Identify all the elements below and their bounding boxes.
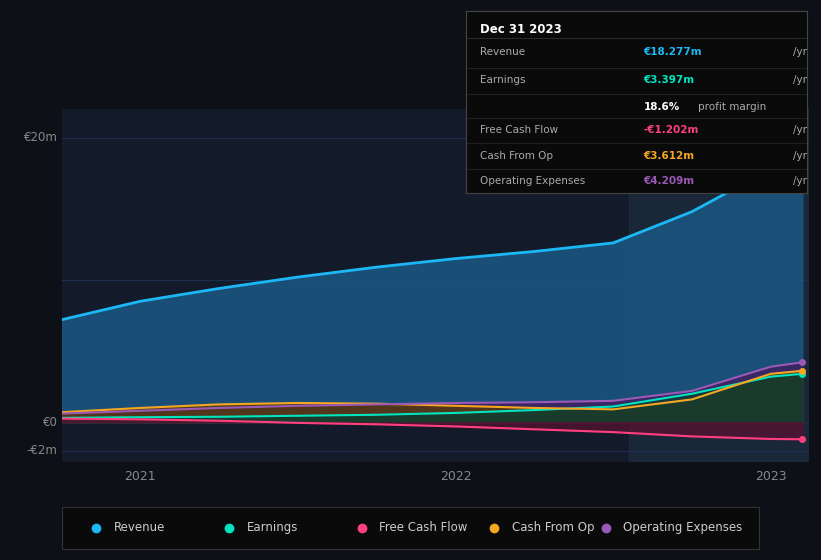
Text: €0: €0 xyxy=(43,416,57,428)
Text: Revenue: Revenue xyxy=(480,47,525,57)
Text: €3.397m: €3.397m xyxy=(644,76,695,85)
Text: /yr: /yr xyxy=(793,125,807,136)
Text: -€1.202m: -€1.202m xyxy=(644,125,699,136)
Text: Free Cash Flow: Free Cash Flow xyxy=(379,521,467,534)
Text: €20m: €20m xyxy=(24,131,57,144)
Text: Earnings: Earnings xyxy=(480,76,525,85)
Text: 18.6%: 18.6% xyxy=(644,102,680,112)
Text: /yr: /yr xyxy=(793,176,807,186)
Text: /yr: /yr xyxy=(793,151,807,161)
Text: -€2m: -€2m xyxy=(26,444,57,457)
Text: Cash From Op: Cash From Op xyxy=(511,521,594,534)
Text: Earnings: Earnings xyxy=(246,521,298,534)
Text: Dec 31 2023: Dec 31 2023 xyxy=(480,23,562,36)
Text: profit margin: profit margin xyxy=(698,102,766,112)
Text: /yr: /yr xyxy=(793,47,807,57)
Text: /yr: /yr xyxy=(793,76,807,85)
Text: Cash From Op: Cash From Op xyxy=(480,151,553,161)
Bar xyxy=(629,109,809,462)
Text: €4.209m: €4.209m xyxy=(644,176,695,186)
Text: €3.612m: €3.612m xyxy=(644,151,695,161)
Text: Free Cash Flow: Free Cash Flow xyxy=(480,125,558,136)
Text: Revenue: Revenue xyxy=(114,521,165,534)
Text: Operating Expenses: Operating Expenses xyxy=(480,176,585,186)
Text: €18.277m: €18.277m xyxy=(644,47,702,57)
Text: Operating Expenses: Operating Expenses xyxy=(623,521,742,534)
